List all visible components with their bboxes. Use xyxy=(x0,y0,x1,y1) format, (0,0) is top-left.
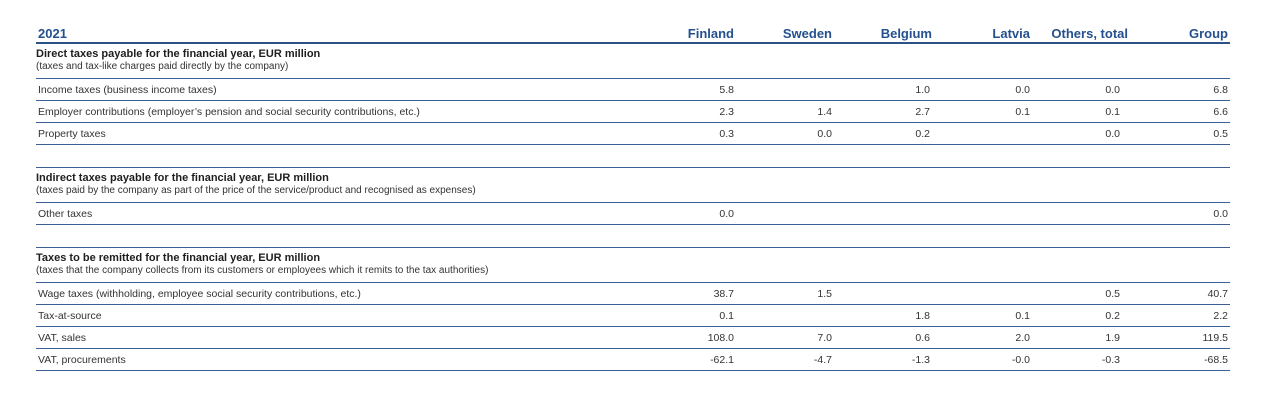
section-header-direct-taxes: Direct taxes payable for the financial y… xyxy=(36,44,1230,79)
cell-others-total: 0.5 xyxy=(1105,288,1120,300)
row-label: Other taxes xyxy=(38,208,93,220)
section-gap xyxy=(36,145,1230,167)
column-header-finland: Finland xyxy=(687,26,734,41)
table-row: VAT, procurements -62.1 -4.7 -1.3 -0.0 -… xyxy=(36,349,1230,371)
cell-sweden: 1.4 xyxy=(817,106,832,118)
column-header-latvia: Latvia xyxy=(992,26,1030,41)
cell-finland: 108.0 xyxy=(707,332,734,344)
cell-finland: 2.3 xyxy=(719,106,734,118)
cell-others-total: 0.0 xyxy=(1105,128,1120,140)
section-title: Indirect taxes payable for the financial… xyxy=(36,172,329,184)
cell-belgium: 2.7 xyxy=(915,106,930,118)
row-label: Tax-at-source xyxy=(38,310,102,322)
cell-sweden: 1.5 xyxy=(817,288,832,300)
row-label: Employer contributions (employer’s pensi… xyxy=(38,106,420,118)
cell-group: 40.7 xyxy=(1207,288,1228,300)
row-label: VAT, sales xyxy=(38,332,87,344)
column-header-group: Group xyxy=(1189,26,1228,41)
cell-sweden: 7.0 xyxy=(817,332,832,344)
section-title: Taxes to be remitted for the financial y… xyxy=(36,252,321,264)
section-header-indirect-taxes: Indirect taxes payable for the financial… xyxy=(36,167,1230,203)
cell-group: 6.6 xyxy=(1213,106,1228,118)
row-label: VAT, procurements xyxy=(38,354,126,366)
section-subtitle: (taxes and tax-like charges paid directl… xyxy=(36,61,289,72)
column-header-sweden: Sweden xyxy=(782,26,832,41)
table-row: Income taxes (business income taxes) 5.8… xyxy=(36,79,1230,101)
cell-latvia: -0.0 xyxy=(1011,354,1030,366)
cell-belgium: 0.2 xyxy=(915,128,930,140)
cell-others-total: -0.3 xyxy=(1101,354,1120,366)
cell-finland: 0.0 xyxy=(719,208,734,220)
column-header-others-total: Others, total xyxy=(1051,26,1128,41)
tax-table: 2021 Finland Sweden Belgium Latvia Other… xyxy=(36,24,1230,371)
section-gap xyxy=(36,225,1230,247)
cell-latvia: 0.1 xyxy=(1015,106,1030,118)
cell-group: 119.5 xyxy=(1202,332,1229,344)
table-row: Employer contributions (employer’s pensi… xyxy=(36,101,1230,123)
cell-belgium: 0.6 xyxy=(915,332,930,344)
row-label: Wage taxes (withholding, employee social… xyxy=(38,288,361,300)
column-header-belgium: Belgium xyxy=(880,26,932,41)
year-header: 2021 xyxy=(38,26,67,41)
cell-others-total: 0.0 xyxy=(1105,84,1120,96)
cell-belgium: -1.3 xyxy=(911,354,930,366)
cell-group: 0.5 xyxy=(1213,128,1228,140)
row-label: Income taxes (business income taxes) xyxy=(38,84,217,96)
cell-others-total: 1.9 xyxy=(1105,332,1120,344)
cell-group: 2.2 xyxy=(1213,310,1228,322)
cell-finland: 0.1 xyxy=(719,310,734,322)
cell-others-total: 0.2 xyxy=(1105,310,1120,322)
table-row: VAT, sales 108.0 7.0 0.6 2.0 1.9 119.5 xyxy=(36,327,1230,349)
cell-latvia: 2.0 xyxy=(1015,332,1030,344)
section-header-taxes-to-be-remitted: Taxes to be remitted for the financial y… xyxy=(36,247,1230,283)
cell-group: -68.5 xyxy=(1204,354,1228,366)
cell-belgium: 1.8 xyxy=(915,310,930,322)
cell-sweden: 0.0 xyxy=(817,128,832,140)
cell-group: 6.8 xyxy=(1213,84,1228,96)
table-header: 2021 Finland Sweden Belgium Latvia Other… xyxy=(36,24,1230,44)
table-row: Other taxes 0.0 0.0 xyxy=(36,203,1230,225)
table-row: Tax-at-source 0.1 1.8 0.1 0.2 2.2 xyxy=(36,305,1230,327)
section-subtitle: (taxes paid by the company as part of th… xyxy=(36,185,476,196)
cell-finland: -62.1 xyxy=(710,354,734,366)
cell-finland: 5.8 xyxy=(719,84,734,96)
cell-sweden: -4.7 xyxy=(813,354,832,366)
table-row: Property taxes 0.3 0.0 0.2 0.0 0.5 xyxy=(36,123,1230,145)
cell-others-total: 0.1 xyxy=(1105,106,1120,118)
cell-latvia: 0.1 xyxy=(1015,310,1030,322)
cell-group: 0.0 xyxy=(1213,208,1228,220)
cell-latvia: 0.0 xyxy=(1015,84,1030,96)
table-row: Wage taxes (withholding, employee social… xyxy=(36,283,1230,305)
section-title: Direct taxes payable for the financial y… xyxy=(36,48,321,60)
row-label: Property taxes xyxy=(38,128,106,140)
cell-finland: 38.7 xyxy=(713,288,734,300)
section-subtitle: (taxes that the company collects from it… xyxy=(36,265,489,276)
cell-finland: 0.3 xyxy=(719,128,734,140)
cell-belgium: 1.0 xyxy=(915,84,930,96)
